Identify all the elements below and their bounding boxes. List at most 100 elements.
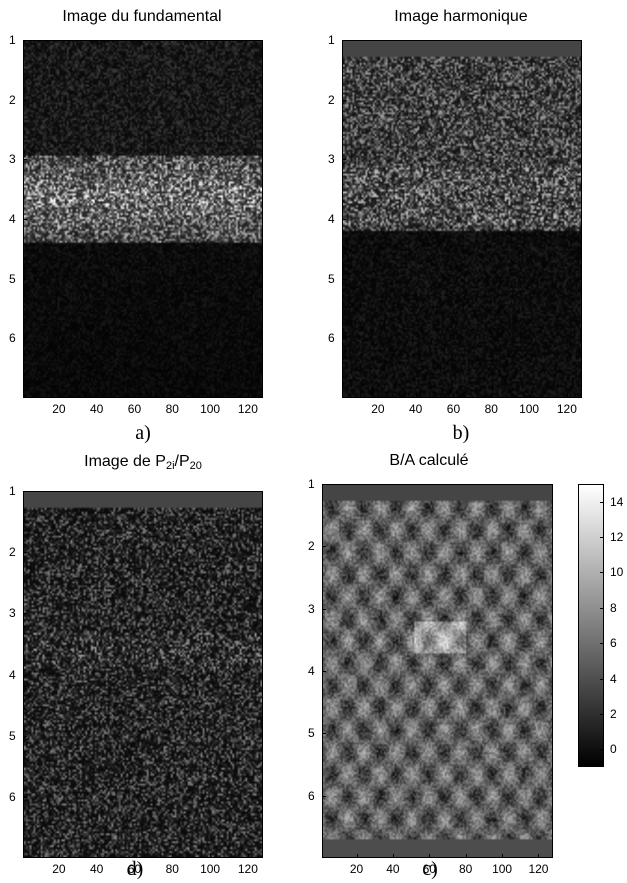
y-tick-label: 3 (9, 606, 16, 621)
y-tick-mark (23, 338, 27, 340)
x-tick-label: 120 (237, 402, 258, 416)
y-tick-label: 4 (9, 212, 16, 226)
y-tick-mark (23, 552, 27, 554)
x-tick-label: 80 (459, 862, 473, 876)
x-tick-mark (58, 854, 60, 858)
x-tick-mark (96, 394, 98, 398)
y-tick-label: 5 (328, 271, 335, 286)
y-tick-label: 1 (9, 484, 16, 498)
panel-d-label: d) (126, 858, 144, 880)
y-tick-label: 4 (308, 664, 315, 678)
y-tick-mark (23, 613, 27, 615)
y-tick-mark (322, 608, 326, 610)
y-tick-label: 6 (328, 331, 335, 346)
x-tick-mark (96, 854, 98, 858)
colorbar-gradient (579, 485, 603, 766)
panel-a-heatmap (23, 40, 263, 398)
y-tick-mark (23, 796, 27, 798)
y-tick-mark (23, 99, 27, 101)
x-tick-label: 120 (237, 862, 258, 876)
y-tick-label: 1 (328, 33, 335, 47)
y-tick-label: 5 (308, 726, 315, 741)
x-tick-label: 120 (528, 862, 549, 876)
x-tick-mark (502, 854, 504, 858)
y-tick-label: 2 (9, 92, 16, 107)
x-tick-mark (172, 394, 174, 398)
y-tick-label: 1 (308, 477, 315, 491)
panel-c-label: c) (422, 858, 438, 880)
y-tick-label: 5 (9, 271, 16, 286)
x-tick-mark (210, 854, 212, 858)
colorbar-tick-label: 8 (610, 600, 617, 615)
y-tick-label: 6 (308, 788, 315, 803)
panel-c-heatmap (322, 484, 553, 858)
y-tick-label: 2 (9, 545, 16, 560)
y-tick-mark (23, 278, 27, 280)
colorbar-tick-mark (600, 501, 604, 503)
y-tick-label: 2 (328, 92, 335, 107)
x-tick-mark (356, 854, 358, 858)
panel-b-label: b) (452, 422, 470, 444)
x-tick-mark (538, 854, 540, 858)
y-tick-label: 5 (9, 728, 16, 743)
x-tick-label: 20 (52, 402, 66, 416)
panel-d-title-part: Image de P (84, 453, 166, 470)
x-tick-mark (134, 854, 136, 858)
y-tick-mark (342, 40, 346, 41)
panel-d-title: Image de P2i/P20 (84, 453, 202, 472)
panel-a-label: a) (135, 422, 151, 444)
y-tick-mark (23, 674, 27, 676)
colorbar-tick-mark (600, 749, 604, 751)
colorbar-tick-mark (600, 607, 604, 609)
y-tick-mark (23, 735, 27, 737)
y-tick-mark (322, 733, 326, 735)
y-tick-mark (23, 159, 27, 161)
x-tick-mark (415, 394, 417, 398)
x-tick-label: 120 (556, 402, 577, 416)
panel-d-title-sub: 20 (189, 460, 202, 472)
x-tick-label: 100 (492, 862, 513, 876)
y-tick-label: 4 (328, 212, 335, 226)
x-tick-label: 80 (484, 402, 498, 416)
colorbar-tick-label: 4 (610, 671, 617, 686)
colorbar-tick-mark (600, 678, 604, 680)
y-tick-mark (342, 278, 346, 280)
colorbar-tick-label: 0 (610, 742, 617, 757)
colorbar-tick-label: 14 (610, 494, 624, 509)
colorbar-tick-mark (600, 537, 604, 539)
y-tick-label: 1 (9, 33, 16, 47)
x-tick-mark (172, 854, 174, 858)
panel-c-title: B/A calculé (389, 452, 469, 469)
x-tick-mark (465, 854, 467, 858)
y-tick-mark (322, 546, 326, 548)
y-tick-mark (322, 671, 326, 672)
x-tick-mark (58, 394, 60, 398)
y-tick-mark (322, 795, 326, 797)
x-tick-mark (429, 854, 431, 858)
x-tick-mark (566, 394, 568, 398)
y-tick-label: 3 (9, 152, 16, 167)
x-tick-label: 60 (422, 862, 436, 876)
x-tick-label: 60 (127, 862, 142, 876)
y-tick-mark (342, 219, 346, 220)
panel-d-title-part: /P (174, 453, 190, 470)
x-tick-label: 60 (127, 402, 142, 416)
x-tick-mark (529, 394, 531, 398)
y-tick-label: 4 (9, 667, 16, 682)
x-tick-label: 80 (165, 402, 179, 416)
y-tick-mark (23, 491, 27, 492)
x-tick-label: 100 (200, 862, 221, 876)
colorbar-tick-mark (600, 643, 604, 645)
x-tick-label: 20 (371, 402, 385, 416)
x-tick-label: 20 (52, 862, 66, 876)
y-tick-label: 3 (308, 601, 315, 616)
y-tick-label: 6 (9, 789, 16, 804)
x-tick-mark (453, 394, 455, 398)
panel-d-title-sub: 2i (165, 460, 175, 472)
y-tick-mark (23, 40, 27, 41)
panel-d-heatmap (23, 491, 263, 858)
x-tick-label: 40 (90, 402, 104, 416)
x-tick-mark (247, 394, 249, 398)
colorbar-tick-label: 12 (610, 530, 624, 545)
x-tick-label: 40 (409, 402, 423, 416)
